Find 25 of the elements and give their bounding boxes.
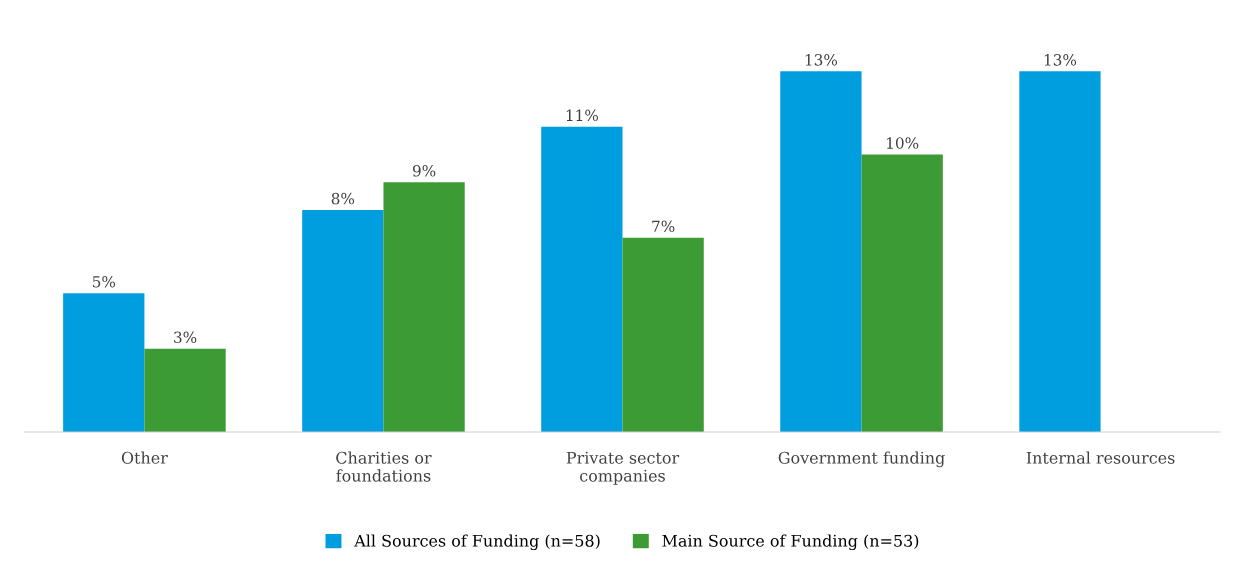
- data-label: 10%: [887, 137, 919, 149]
- x-tick-label: Charities or foundations: [336, 451, 432, 482]
- data-label: 13%: [1044, 54, 1077, 66]
- data-label: 9%: [412, 165, 436, 177]
- data-label: 8%: [331, 192, 355, 205]
- bar: [1019, 71, 1101, 432]
- data-label: 11%: [566, 109, 598, 122]
- data-label: 5%: [92, 276, 116, 288]
- bar: [861, 154, 943, 432]
- bar: [302, 210, 384, 432]
- x-tick-label: Internal resources: [1026, 451, 1175, 464]
- data-label: 3%: [174, 331, 197, 344]
- data-label: 13%: [805, 54, 838, 66]
- x-tick-label: Government funding: [778, 451, 945, 468]
- bar: [622, 237, 704, 432]
- bar: [144, 348, 226, 432]
- x-tick-label: Other: [121, 451, 168, 464]
- legend-label: All Sources of Funding (n=58): [354, 534, 600, 551]
- bar: [383, 182, 465, 432]
- bar: [541, 126, 623, 432]
- x-tick-label: Private sector companies: [566, 451, 680, 485]
- data-label: 7%: [652, 220, 675, 233]
- legend-label: Main Source of Funding (n=53): [662, 534, 919, 551]
- bar: [780, 71, 862, 432]
- bar: [63, 293, 145, 432]
